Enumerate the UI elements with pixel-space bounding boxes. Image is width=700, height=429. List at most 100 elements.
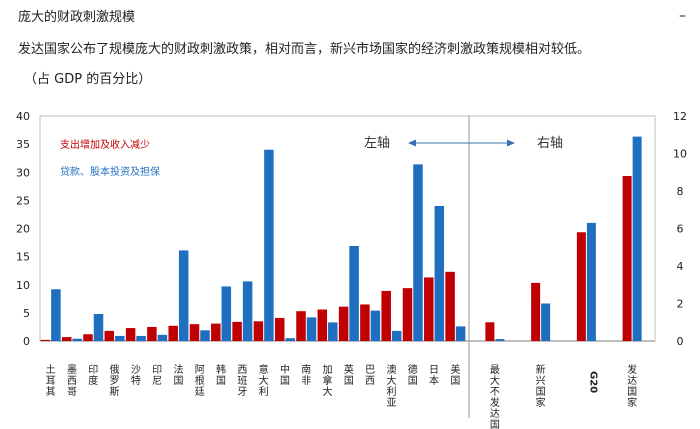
category-label: 土耳其 [46,363,56,398]
unit-label: （占 GDP 的百分比） [24,72,152,87]
bar-loans [72,338,82,341]
axis-arrow [408,139,515,147]
bar-loans [306,317,317,341]
category-label: 韩国 [216,363,226,387]
category-label: 西班牙 [237,365,247,398]
left-tick-label: 5 [23,307,30,320]
bar-spending [211,323,221,341]
category-label: 美国 [450,363,460,387]
bar-spending [232,321,242,341]
bar-spending [485,322,495,341]
bar-spending [317,309,328,341]
bar-spending [104,330,115,341]
bar-spending [531,282,541,341]
bar-loans [200,330,210,341]
category-label: 阿根廷 [195,364,205,398]
category-label: 澳大利亚 [386,363,396,409]
category-label: 巴西 [365,364,375,387]
bar-spending [445,271,455,341]
bar-loans [495,339,505,341]
corner-mark: – [679,8,686,24]
category-label: 墨西哥 [67,364,77,398]
category-label: 英国 [344,363,354,387]
left-tick-label: 25 [16,194,30,207]
left-axis-label: 左轴 [364,136,390,151]
chart-description: 发达国家公布了规模庞大的财政刺激政策，相对而言，新兴市场国家的经济刺激政策规模相… [18,42,591,57]
category-label: G20 [587,371,598,393]
bar-spending [296,311,306,341]
bar-loans [178,250,189,341]
category-label: 印尼 [152,364,162,387]
bar-loans [93,314,104,341]
bar-spending [125,328,136,341]
left-tick-label: 20 [16,223,30,236]
left-tick-label: 10 [16,279,30,292]
bar-spending [168,325,178,341]
right-tick-label: 0 [677,335,684,348]
right-tick-label: 4 [677,260,684,273]
bar-loans [285,338,295,341]
category-label: 加拿大 [323,364,333,398]
category-label: 新兴国家 [536,363,546,409]
right-tick-label: 6 [677,223,684,236]
category-label: 南非 [301,363,311,387]
right-axis-label: 右轴 [537,136,563,151]
bar-loans [455,326,466,341]
left-tick-label: 30 [16,166,30,179]
category-label: 印度 [88,364,98,387]
bar-loans [541,303,551,341]
legend-spending: 支出增加及收入减少 [60,138,150,151]
category-label: 意大利 [259,363,269,398]
bar-loans [115,335,125,341]
category-label: 沙特 [131,364,141,387]
right-tick-label: 2 [677,298,684,311]
bar-spending [402,288,413,341]
bar-loans [434,206,445,341]
bar-spending [189,324,200,341]
bar-loans [221,286,232,341]
category-label: 日本 [429,365,439,387]
bar-spending [576,232,586,341]
bar-loans [632,136,642,341]
bar-spending [338,306,349,341]
left-tick-label: 0 [23,335,30,348]
chart-title: 庞大的财政刺激规模 [18,10,136,25]
bar-spending [360,304,370,341]
bar-spending [274,317,285,341]
bar-spending [622,176,632,341]
bar-loans [136,335,146,341]
left-tick-label: 35 [16,138,30,151]
right-tick-label: 12 [673,110,687,123]
left-tick-label: 40 [16,110,30,123]
bar-loans [264,149,274,341]
bar-loans [391,330,402,341]
category-label: 俄罗斯 [110,364,120,398]
bar-loans [586,222,596,341]
bar-spending [424,277,434,341]
bar-loans [413,164,423,341]
right-tick-label: 8 [677,185,684,198]
bars [40,136,642,341]
bar-loans [349,245,359,341]
category-label: 德国 [408,363,418,387]
bar-loans [51,289,61,341]
right-axis-ticks: 0 2 4 6 8 10 12 [673,110,687,348]
bar-spending [381,290,391,341]
category-label: 法国 [173,363,183,387]
left-tick-label: 15 [16,251,30,264]
bar-spending [40,339,51,341]
legend-loans: 贷款、股本投资及担保 [60,165,160,178]
category-label: 发达国家 [627,363,637,409]
right-tick-label: 10 [673,148,687,161]
bar-loans [157,334,168,341]
bar-spending [147,326,157,341]
category-label: 中国 [280,363,290,387]
bar-loans [328,322,338,341]
left-axis-ticks: 0 5 10 15 20 25 30 35 40 [16,110,30,348]
bar-loans [370,310,381,341]
bar-spending [61,337,72,341]
category-label: 最大不发达国 [490,364,500,429]
bar-loans [242,281,253,341]
